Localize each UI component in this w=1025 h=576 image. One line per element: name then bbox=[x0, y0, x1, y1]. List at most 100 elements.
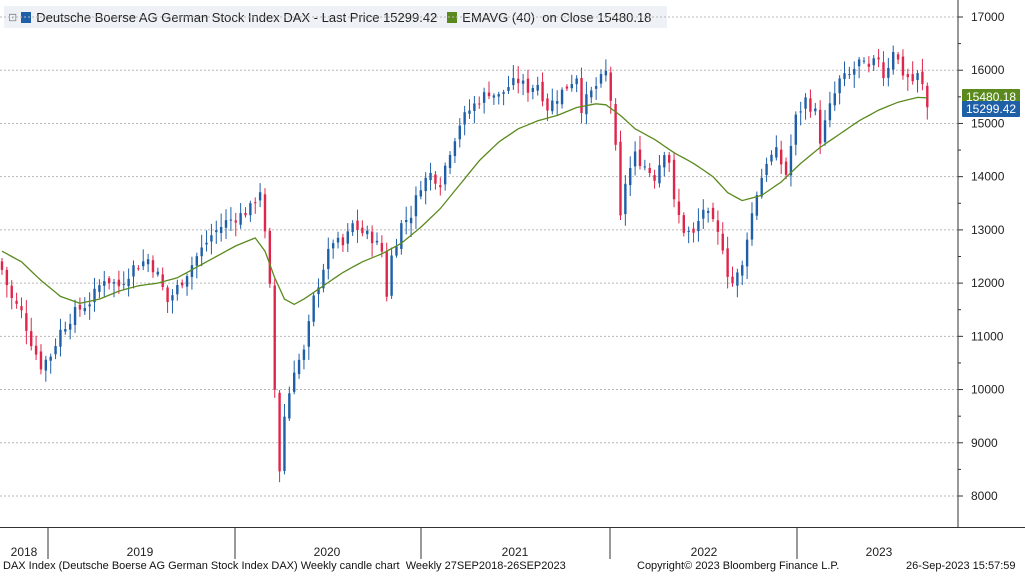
candle bbox=[867, 56, 871, 73]
candle-body bbox=[745, 239, 749, 267]
y-tick-label: 16000 bbox=[971, 63, 1005, 77]
candle bbox=[161, 267, 164, 291]
candle-body bbox=[322, 269, 325, 289]
candle-body bbox=[541, 81, 544, 102]
candle bbox=[687, 226, 690, 244]
candle bbox=[901, 49, 905, 80]
candle-body bbox=[677, 201, 681, 216]
candle bbox=[916, 70, 919, 93]
candle bbox=[546, 93, 549, 122]
candle-body bbox=[117, 279, 121, 287]
candle bbox=[872, 55, 875, 72]
candle bbox=[590, 86, 593, 104]
candle-body bbox=[560, 89, 564, 105]
candle-body bbox=[663, 155, 666, 168]
candle-body bbox=[482, 92, 486, 103]
candle bbox=[215, 220, 218, 244]
candle bbox=[405, 206, 408, 235]
y-tick-label: 13000 bbox=[971, 223, 1005, 237]
candle-body bbox=[166, 287, 169, 302]
candle bbox=[370, 225, 374, 257]
candle-body bbox=[521, 80, 525, 84]
candle-body bbox=[828, 103, 832, 121]
candle bbox=[341, 233, 345, 252]
candle-body bbox=[794, 114, 798, 145]
candle-body bbox=[98, 285, 101, 292]
candle-body bbox=[10, 285, 13, 299]
candle bbox=[526, 69, 530, 102]
candle bbox=[877, 49, 880, 68]
candle-body bbox=[361, 227, 364, 234]
candle bbox=[799, 101, 802, 126]
candle-body bbox=[814, 108, 817, 112]
candle-body bbox=[604, 70, 608, 76]
candle bbox=[385, 242, 388, 302]
candle-body bbox=[877, 57, 880, 60]
candle bbox=[745, 232, 749, 280]
candle-body bbox=[555, 101, 559, 104]
candle-body bbox=[580, 78, 583, 113]
candle-body bbox=[453, 141, 457, 157]
candle-body bbox=[107, 278, 111, 284]
candle bbox=[375, 232, 379, 246]
candle bbox=[195, 252, 198, 279]
candle bbox=[34, 335, 38, 360]
candle bbox=[458, 118, 461, 148]
candle-body bbox=[512, 78, 515, 86]
candle-body bbox=[190, 265, 194, 277]
y-tick-label: 15000 bbox=[971, 116, 1005, 130]
candle-body bbox=[25, 313, 28, 331]
candle-body bbox=[103, 281, 106, 286]
candle-body bbox=[142, 261, 145, 267]
candle bbox=[78, 297, 82, 317]
candle bbox=[419, 180, 423, 200]
candle bbox=[224, 209, 228, 240]
candle-body bbox=[760, 177, 763, 197]
candle bbox=[624, 175, 627, 226]
candle-body bbox=[59, 329, 62, 347]
candle-body bbox=[5, 269, 9, 286]
candle-body bbox=[770, 154, 773, 162]
candle-body bbox=[68, 323, 72, 330]
candle-body bbox=[195, 256, 198, 266]
candle-body bbox=[20, 306, 23, 311]
candle-body bbox=[448, 154, 452, 168]
candle bbox=[107, 275, 111, 290]
candle bbox=[409, 205, 413, 237]
candle bbox=[424, 172, 427, 205]
legend-swatch-dax bbox=[21, 11, 32, 23]
candle bbox=[692, 222, 695, 243]
candle bbox=[706, 207, 710, 223]
candle bbox=[44, 355, 48, 382]
candle bbox=[853, 61, 856, 88]
candle-body bbox=[88, 304, 91, 307]
candle-body bbox=[132, 265, 135, 277]
candle bbox=[487, 81, 491, 100]
candle bbox=[784, 157, 788, 180]
candle bbox=[594, 77, 598, 100]
candle-body bbox=[590, 90, 593, 98]
candle-body bbox=[833, 93, 836, 106]
candlestick-chart[interactable]: 8000 9000 10000 11000 12000 13000 14000 15000 16… bbox=[0, 0, 1025, 560]
candle-body bbox=[716, 220, 720, 232]
candle-body bbox=[463, 112, 466, 125]
candle bbox=[93, 277, 96, 312]
candle-body bbox=[565, 86, 569, 89]
candle bbox=[575, 75, 578, 93]
candle bbox=[531, 84, 535, 100]
candle bbox=[273, 278, 276, 398]
candle bbox=[711, 202, 715, 222]
ema-line bbox=[1, 96, 928, 306]
candle bbox=[254, 197, 257, 214]
candle bbox=[653, 169, 656, 189]
candle bbox=[283, 404, 286, 475]
candle-body bbox=[429, 172, 432, 181]
candle-body bbox=[200, 247, 203, 257]
candle-body bbox=[312, 295, 315, 322]
candle bbox=[570, 74, 573, 92]
candle-body bbox=[229, 219, 233, 221]
candle bbox=[15, 292, 18, 309]
candle bbox=[258, 183, 262, 208]
candle-body bbox=[551, 100, 554, 112]
candle-body bbox=[409, 217, 413, 224]
